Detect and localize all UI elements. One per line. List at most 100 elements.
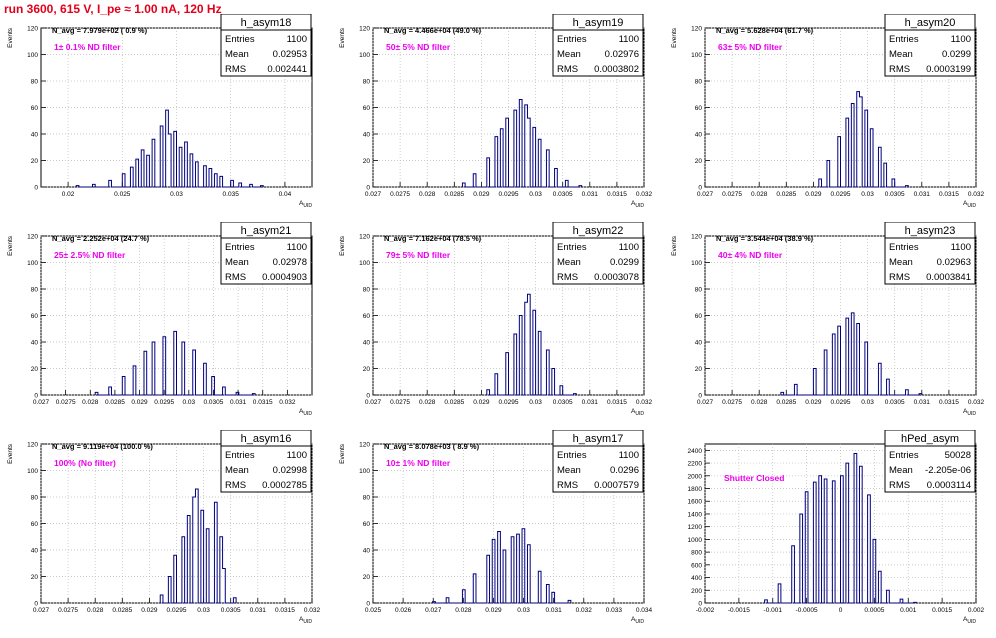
x-tick-label: 0.0315: [939, 191, 959, 198]
histogram-panel-h_asym22: 0.027 0.0275 0.028 0.0285 0.029 0.0295 0.03 0.0…: [332, 222, 664, 430]
x-tick-label: 0.028: [751, 191, 768, 198]
stats-label: Entries: [889, 450, 919, 461]
histogram-hPed_asym: -0.002 -0.0015 -0.001 -0.0005 0 0.0005 0.001 0.…: [688, 430, 985, 625]
x-tick-label: -0.0005: [796, 607, 818, 614]
histogram-line: [780, 312, 923, 396]
x-tick-label: 0.032: [279, 399, 296, 406]
x-tick-label: 0.033: [606, 607, 623, 614]
navg-annotation: N_avg = 9.119e+04 (100.0 %): [52, 442, 153, 451]
navg-annotation: N_avg = 7.162e+04 (78.5 %): [384, 234, 482, 243]
stats-title: h_asym17: [573, 433, 624, 445]
y-tick-label: 20: [695, 366, 703, 373]
histogram-h_asym22: 0.027 0.0275 0.028 0.0285 0.029 0.0295 0.03 0.0…: [339, 222, 653, 417]
x-tick-label: 0.03: [170, 191, 183, 198]
x-tick-label: 0.0285: [105, 399, 125, 406]
stats-label: Mean: [225, 465, 249, 476]
navg-annotation: N_avg = 8.078e+03 ( 8.9 %): [384, 442, 480, 451]
x-tick-label: 0.029: [805, 191, 822, 198]
y-tick-label: 100: [359, 468, 370, 475]
y-axis-title: Events: [671, 27, 678, 48]
stats-title: h_asym18: [241, 17, 292, 29]
x-tick-label: 0.028: [751, 399, 768, 406]
y-tick-label: 0: [34, 393, 38, 400]
x-tick-label: 0.0295: [154, 399, 174, 406]
y-tick-label: 40: [695, 132, 703, 139]
y-axis-title: Events: [7, 443, 14, 464]
x-tick-label: 0.028: [455, 607, 472, 614]
x-tick-label: 0.03: [529, 191, 542, 198]
y-tick-label: 60: [695, 313, 703, 320]
x-axis-title-subscript: UID: [635, 203, 644, 209]
stats-value: 0.0299: [942, 49, 971, 60]
stats-label: RMS: [225, 272, 246, 283]
stats-value: 0.02976: [605, 49, 639, 60]
x-tick-label: 0.0285: [444, 399, 464, 406]
stats-value: 0.0296: [610, 465, 639, 476]
x-tick-label: 0.028: [419, 191, 436, 198]
navg-annotation: N_avg = 3.544e+04 (38.9 %): [716, 234, 814, 243]
stats-label: Entries: [557, 242, 587, 253]
x-tick-label: 0.04: [279, 191, 292, 198]
x-axis-title-subscript: UID: [635, 411, 644, 417]
stats-label: Mean: [557, 49, 581, 60]
histogram-line: [159, 488, 237, 604]
y-axis-title: Events: [339, 235, 346, 256]
x-tick-label: 0.0275: [390, 399, 410, 406]
stats-box: [220, 29, 312, 77]
y-tick-label: 1000: [688, 537, 703, 544]
x-tick-label: 0.031: [914, 399, 931, 406]
y-tick-label: 0: [34, 601, 38, 608]
y-tick-label: 0: [366, 601, 370, 608]
y-tick-label: 40: [695, 340, 703, 347]
y-tick-label: 120: [691, 234, 702, 241]
x-tick-label: 0.0275: [722, 191, 742, 198]
x-tick-label: 0.027: [365, 191, 382, 198]
y-tick-label: 120: [359, 26, 370, 33]
y-tick-label: 1800: [688, 486, 703, 493]
histogram-h_asym19: 0.027 0.0275 0.028 0.0285 0.029 0.0295 0.03 0.0…: [339, 14, 653, 209]
stats-value: 1100: [619, 34, 639, 45]
y-tick-label: 100: [27, 52, 38, 59]
stats-label: RMS: [889, 272, 910, 283]
stats-label: RMS: [557, 64, 578, 75]
stats-value: 1100: [619, 242, 639, 253]
x-axis-title: AUID: [299, 616, 312, 625]
x-tick-label: 0.0295: [831, 191, 851, 198]
histogram-h_asym17: 0.025 0.026 0.027 0.028 0.029 0.03 0.031 0.032 0…: [339, 430, 653, 625]
y-tick-label: 60: [31, 105, 39, 112]
x-tick-label: 0.0275: [58, 607, 78, 614]
navg-annotation: N_avg = 7.979e+02 ( 0.9 %): [52, 26, 148, 35]
y-tick-label: 80: [363, 495, 371, 502]
y-tick-label: 2200: [688, 461, 703, 468]
y-tick-label: 80: [695, 287, 703, 294]
x-tick-label: 0.03: [861, 191, 874, 198]
x-axis-title-subscript: UID: [303, 411, 312, 417]
x-tick-label: 0.0285: [112, 607, 132, 614]
y-tick-label: 800: [691, 550, 702, 557]
filter-annotation: 100% (No filter): [54, 458, 116, 468]
x-tick-label: 0.03: [517, 607, 530, 614]
histogram-line: [486, 293, 577, 396]
x-tick-label: 0.0295: [167, 607, 187, 614]
x-tick-label: 0.027: [33, 607, 50, 614]
stats-value: 1100: [287, 34, 307, 45]
x-tick-label: 0.029: [131, 399, 148, 406]
y-tick-label: 60: [363, 105, 371, 112]
x-tick-label: 0.0305: [553, 191, 573, 198]
stats-label: Mean: [557, 257, 581, 268]
x-axis-title-subscript: UID: [967, 203, 976, 209]
stats-value: 0.02963: [937, 257, 971, 268]
y-tick-label: 40: [363, 132, 371, 139]
filter-annotation: 25± 2.5% ND filter: [54, 250, 126, 260]
y-tick-label: 60: [31, 313, 39, 320]
histogram-h_asym21: 0.027 0.0275 0.028 0.0285 0.029 0.0295 0.03 0.0…: [7, 222, 313, 417]
stats-value: 0.002441: [267, 64, 307, 75]
x-axis-title-subscript: UID: [967, 411, 976, 417]
y-tick-label: 80: [363, 287, 371, 294]
stats-label: RMS: [225, 64, 246, 75]
stats-label: Entries: [889, 242, 919, 253]
filter-annotation: 50± 5% ND filter: [386, 42, 451, 52]
x-tick-label: 0.032: [576, 607, 593, 614]
y-axis-title: Events: [671, 235, 678, 256]
x-tick-label: 0.03: [182, 399, 195, 406]
